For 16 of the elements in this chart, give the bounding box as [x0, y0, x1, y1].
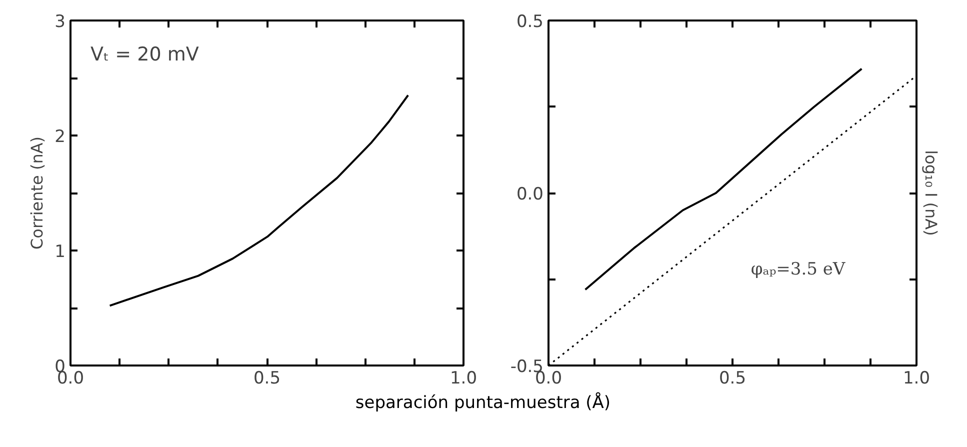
x-tick-label: 0.5 — [253, 368, 281, 388]
y-tick-label: 0.0 — [516, 184, 544, 204]
y-axis-title: Corriente (nA) — [28, 136, 47, 250]
x-tick-label: 1.0 — [902, 368, 930, 388]
y-tick-label: 1 — [54, 242, 66, 262]
line-series — [108, 94, 410, 307]
y-axis-title: log₁₀ I (nA) — [922, 150, 940, 236]
y-tick-label: 0.5 — [516, 12, 544, 32]
line-series — [584, 68, 863, 291]
x-axis-title: separación punta-muestra (Å) — [355, 391, 611, 415]
y-tick-label: 3 — [54, 12, 66, 32]
annotation: φₐₚ=3.5 eV — [750, 259, 846, 280]
annotation: Vₜ = 20 mV — [90, 44, 199, 66]
x-tick-label: 1.0 — [450, 368, 478, 388]
y-tick-label: 2 — [54, 127, 66, 147]
x-tick-label: 0.5 — [718, 368, 746, 388]
